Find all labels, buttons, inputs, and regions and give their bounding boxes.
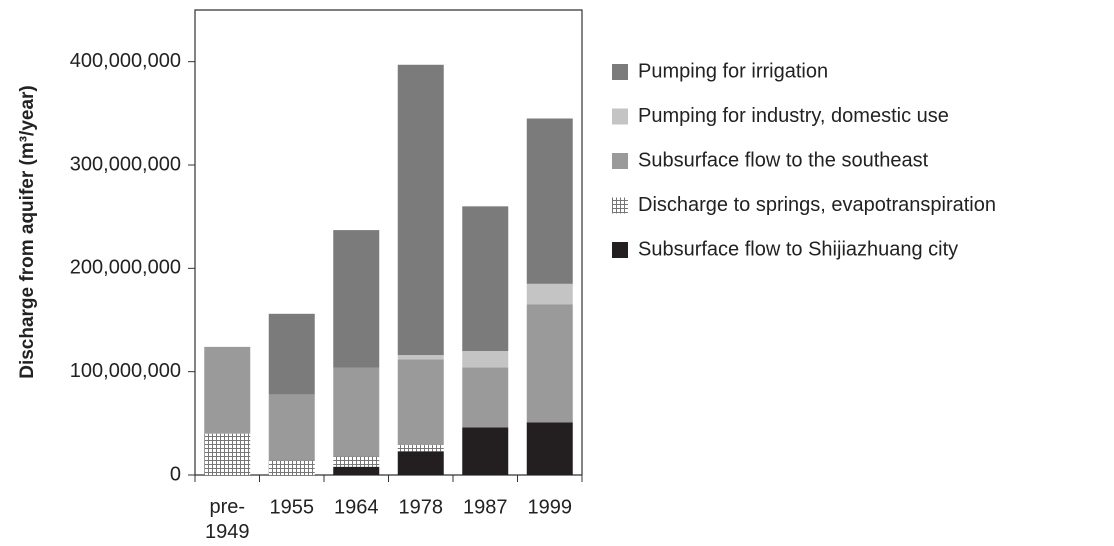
y-tick-label: 200,000,000 <box>70 257 181 279</box>
legend-swatch <box>612 64 628 80</box>
y-tick-label: 0 <box>170 463 181 485</box>
bar-segment <box>462 427 509 475</box>
bar-segment <box>333 230 380 368</box>
bar-segment <box>333 456 380 467</box>
bar-segment <box>397 359 444 446</box>
y-tick-label: 400,000,000 <box>70 50 181 72</box>
legend-label: Discharge to springs, evapotranspiration <box>638 194 996 216</box>
x-tick-label: 1978 <box>399 496 444 518</box>
x-tick-label: 1987 <box>463 496 508 518</box>
bar-segment <box>204 346 251 434</box>
bar-segment <box>462 206 509 351</box>
bar-segment <box>462 351 509 368</box>
bar-segment <box>333 367 380 457</box>
bar-segment <box>268 313 315 395</box>
legend-swatch <box>612 197 628 214</box>
bar-segment <box>397 445 444 452</box>
plot-frame <box>194 9 583 475</box>
bar-segment <box>526 118 573 284</box>
bar-segment <box>462 367 509 428</box>
y-tick-label: 300,000,000 <box>70 153 181 175</box>
bar-segment <box>333 466 380 475</box>
bar-segment <box>397 355 444 360</box>
bar-segment <box>397 451 444 475</box>
bar-segment <box>204 433 251 475</box>
x-tick-label: pre-1949 <box>205 496 250 543</box>
legend-swatch <box>612 108 628 125</box>
bar-segment <box>526 304 573 423</box>
legend-swatch <box>612 242 628 258</box>
legend-label: Pumping for industry, domestic use <box>638 105 949 127</box>
x-tick-label: 1955 <box>270 496 315 518</box>
y-axis-label: Discharge from aquifer (m³/year) <box>17 85 38 379</box>
bar-segment <box>526 422 573 475</box>
bar-segment <box>526 283 573 305</box>
bar-segment <box>268 394 315 461</box>
legend-label: Pumping for irrigation <box>638 60 828 82</box>
bar-segment <box>268 460 315 475</box>
y-tick-label: 100,000,000 <box>70 360 181 382</box>
legend-swatch <box>612 153 628 169</box>
legend-label: Subsurface flow to the southeast <box>638 149 929 171</box>
x-tick-label: 1999 <box>528 496 573 518</box>
x-tick-label: 1964 <box>334 496 379 518</box>
bar-segment <box>397 64 444 356</box>
legend-label: Subsurface flow to Shijiazhuang city <box>638 238 958 260</box>
